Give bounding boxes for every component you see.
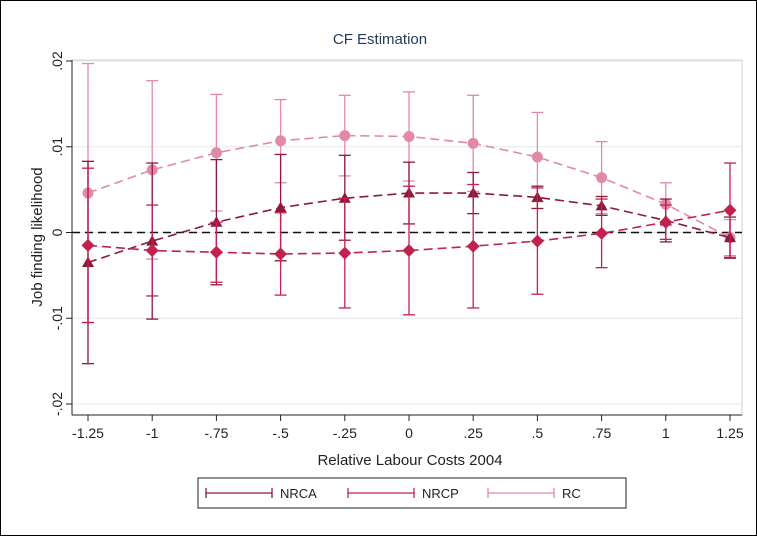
chart-title: CF Estimation	[333, 31, 427, 48]
nrcp-point-5	[402, 244, 416, 258]
nrcp-point-7	[530, 234, 544, 248]
x-tick-label-10: 1.25	[716, 425, 743, 441]
x-tick-label-1: -1	[146, 425, 159, 441]
nrcp-point-3	[274, 247, 288, 261]
rc-point-2	[210, 147, 222, 159]
y-tick-label-0: -.02	[49, 392, 65, 416]
rc-point-3	[275, 135, 287, 147]
x-tick-label-8: .75	[592, 425, 612, 441]
y-axis: -.02 -.01 0 .01 .02	[49, 51, 73, 416]
nrcp-point-8	[595, 226, 609, 240]
x-axis: -1.25 -1 -.75 -.5 -.25 0 .25 .5 .75 1 1.25	[72, 414, 744, 441]
series-layer	[81, 62, 737, 365]
nrcp-point-0	[81, 238, 95, 252]
rc-point-4	[339, 130, 351, 142]
nrcp-point-1	[145, 244, 159, 258]
rc-point-5	[403, 130, 415, 142]
y-axis-label: Job finding likelihood	[29, 167, 46, 306]
nrcp-line	[87, 209, 731, 255]
y-tick-label-4: .02	[49, 51, 65, 71]
x-axis-label: Relative Labour Costs 2004	[317, 452, 502, 469]
gridlines	[72, 60, 742, 405]
y-tick-label-1: -.01	[49, 306, 65, 330]
legend-nrcp-label: NRCP	[422, 486, 459, 501]
x-tick-label-3: -.5	[272, 425, 289, 441]
x-tick-label-9: 1	[662, 425, 670, 441]
nrcp-point-2	[209, 245, 223, 259]
rc-point-8	[596, 172, 608, 184]
plot-area	[71, 59, 743, 416]
x-tick-label-2: -.75	[204, 425, 228, 441]
x-tick-label-0: -1.25	[72, 425, 104, 441]
nrca-point-2	[210, 216, 223, 227]
series-nrcp	[81, 162, 737, 324]
x-tick-label-6: .25	[463, 425, 483, 441]
y-tick-label-2: 0	[49, 228, 65, 236]
rc-point-7	[531, 151, 543, 163]
legend-nrca-label: NRCA	[280, 486, 317, 501]
x-tick-label-7: .5	[532, 425, 544, 441]
nrcp-point-4	[338, 246, 352, 260]
rc-point-6	[467, 137, 479, 149]
nrcp-point-9	[659, 215, 673, 229]
y-tick-label-3: .01	[49, 137, 65, 157]
nrca-point-3	[274, 201, 287, 213]
legend-rc-label: RC	[562, 486, 581, 501]
x-tick-label-5: 0	[405, 425, 413, 441]
nrcp-point-10	[723, 203, 737, 217]
nrca-point-4	[338, 192, 351, 203]
nrcp-point-6	[466, 239, 480, 253]
legend: NRCA NRCP RC	[197, 477, 627, 509]
x-tick-label-4: -.25	[333, 425, 357, 441]
